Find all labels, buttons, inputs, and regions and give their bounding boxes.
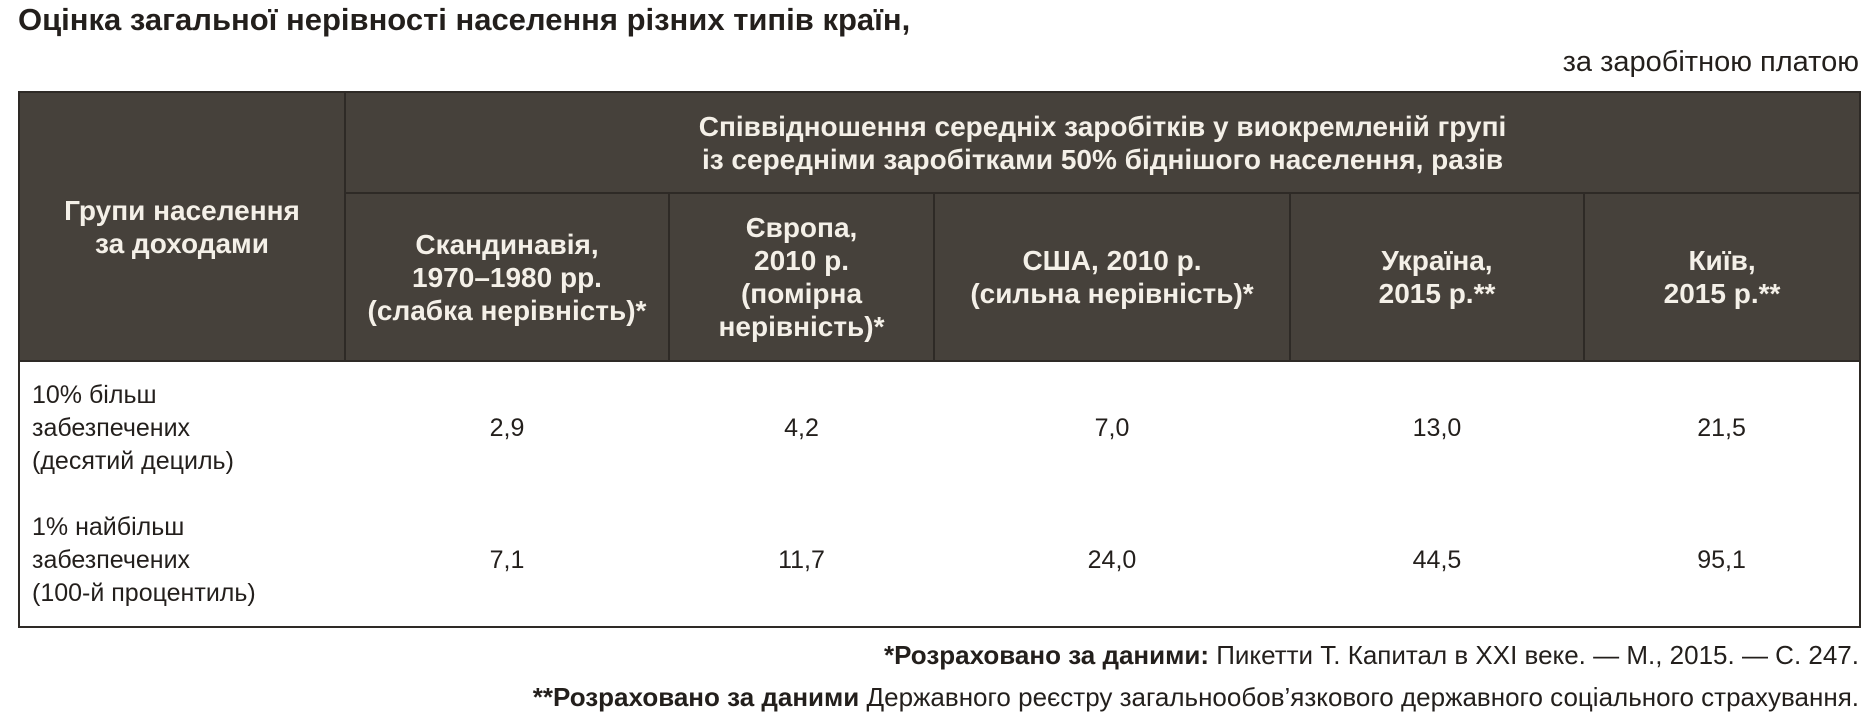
table-row: 1% найбільш забезпечених (100-й процентиль… [19,494,1860,627]
footnote: **Розраховано за даними Державного реєст… [532,682,1859,712]
header-line: Європа, [745,212,858,243]
span-header: Співвідношення середніх заробітків у вио… [343,91,1862,194]
cell: 13,0 [1412,413,1462,442]
subtitle: за заробітною платою [1562,46,1859,78]
cell: 21,5 [1697,413,1746,442]
footnote: *Розраховано за даними: Пикетти Т. Капит… [883,640,1859,670]
column-header: Скандинавія, 1970–1980 рр. (слабка нерівні… [344,192,670,362]
table-row: 10% більш забезпечених (десятий дециль) 2,9… [19,361,1860,494]
column-header: Україна, 2015 р.** [1289,192,1585,362]
header-line: 2015 р.** [1663,278,1781,309]
label-line: забезпечених [32,413,191,442]
row-label: 10% більш забезпечених (десятий дециль) [19,361,345,494]
cell: 95,1 [1697,545,1746,574]
title: Оцінка загальної нерівності населення рі… [18,2,911,37]
cell: 24,0 [1087,545,1137,574]
column-header: США, 2010 р. (сильна нерівність)* [933,192,1291,362]
label-line: (100-й процентиль) [32,578,256,607]
header-line: США, 2010 р. [1022,245,1202,276]
cell: 44,5 [1412,545,1462,574]
cell: 7,0 [1094,413,1130,442]
cell: 7,1 [489,545,525,574]
data-table: Групи населення за доходами Співвідношенн… [18,91,1862,628]
header-line: Скандинавія, [415,228,599,260]
header-line: (помірна [740,278,863,309]
header-line: (сильна нерівність)* [970,278,1254,309]
group-header: Групи населення за доходами [18,91,346,362]
column-header: Київ, 2015 р.** [1582,192,1862,362]
column-header: Європа, 2010 р. (помірна нерівність)* [668,192,935,362]
header-line: 2015 р.** [1378,278,1496,309]
header-line: 2010 р. [754,245,849,276]
header-line: нерівність)* [718,311,885,342]
header-line: Київ, [1688,245,1756,276]
cell: 4,2 [784,413,819,442]
header-line: (слабка нерівність)* [367,294,647,326]
cell: 2,9 [489,413,525,442]
label-line: забезпечених [32,545,191,574]
label-line: 10% більш [32,380,157,409]
header-line: 1970–1980 рр. [412,261,602,293]
label-line: (десятий дециль) [32,446,234,475]
label-line: 1% найбільш [32,512,185,541]
cell: 11,7 [778,545,825,574]
header-line: Україна, [1381,245,1493,276]
row-label: 1% найбільш забезпечених (100-й процентиль… [19,494,345,627]
